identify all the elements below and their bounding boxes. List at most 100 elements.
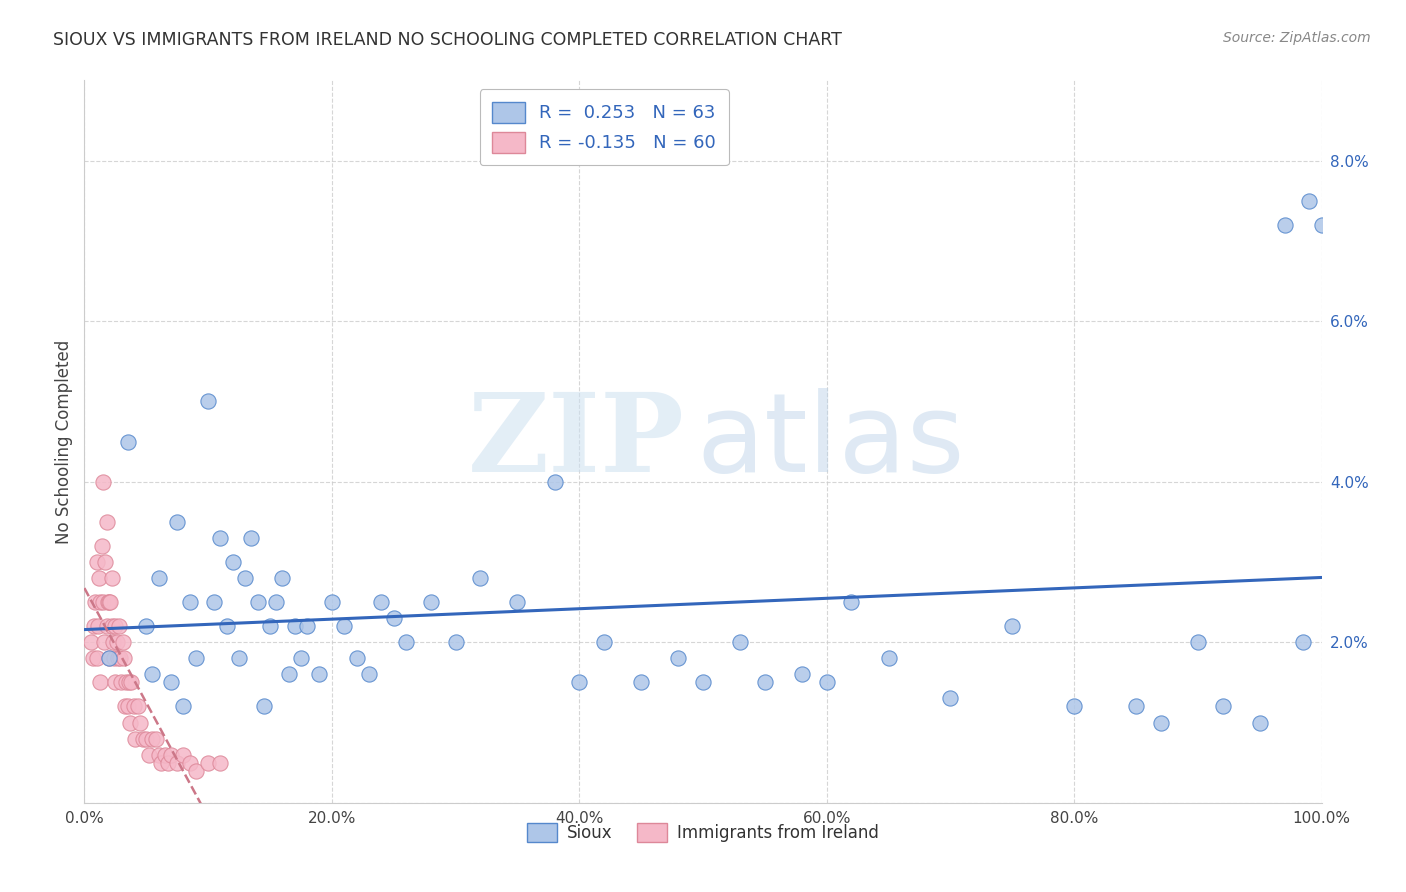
Point [148, 571, 170, 585]
Point [222, 555, 245, 569]
Point [1001, 619, 1024, 633]
Point [1292, 635, 1315, 649]
Point [129, 715, 152, 730]
Point [253, 699, 276, 714]
Point [172, 747, 194, 762]
Point [841, 595, 863, 609]
Point [1274, 218, 1296, 232]
Point [104, 619, 127, 633]
Point [470, 571, 492, 585]
Point [179, 756, 201, 770]
Point [184, 764, 207, 778]
Point [98, 651, 121, 665]
Point [166, 515, 188, 529]
Point [84, 595, 107, 609]
Point [105, 635, 128, 649]
Point [333, 619, 356, 633]
Point [1249, 715, 1271, 730]
Point [89, 595, 111, 609]
Point [160, 675, 183, 690]
Point [111, 635, 134, 649]
Point [346, 651, 368, 665]
Point [131, 731, 153, 746]
Point [754, 675, 776, 690]
Point [1125, 699, 1147, 714]
Point [382, 611, 405, 625]
Point [308, 667, 330, 681]
Point [179, 595, 201, 609]
Point [97, 595, 120, 609]
Point [100, 619, 122, 633]
Point [83, 619, 105, 633]
Point [145, 731, 167, 746]
Point [1063, 699, 1085, 714]
Point [444, 635, 467, 649]
Point [122, 699, 145, 714]
Point [228, 651, 250, 665]
Point [939, 691, 962, 706]
Point [728, 635, 751, 649]
Point [150, 756, 173, 770]
Point [98, 595, 121, 609]
Point [197, 756, 219, 770]
Point [110, 651, 132, 665]
Point [692, 675, 714, 690]
Point [82, 651, 104, 665]
Y-axis label: No Schooling Completed: No Schooling Completed [55, 340, 73, 543]
Point [419, 595, 441, 609]
Point [108, 619, 131, 633]
Text: Source: ZipAtlas.com: Source: ZipAtlas.com [1223, 31, 1371, 45]
Point [100, 571, 122, 585]
Point [209, 531, 232, 545]
Point [93, 635, 115, 649]
Point [209, 756, 232, 770]
Point [96, 515, 118, 529]
Point [110, 675, 132, 690]
Point [91, 475, 114, 489]
Point [96, 619, 118, 633]
Point [197, 394, 219, 409]
Point [141, 667, 163, 681]
Point [666, 651, 689, 665]
Point [202, 595, 225, 609]
Point [593, 635, 616, 649]
Point [1310, 218, 1333, 232]
Point [630, 675, 652, 690]
Point [1212, 699, 1234, 714]
Text: atlas: atlas [697, 388, 966, 495]
Point [284, 619, 307, 633]
Point [104, 675, 127, 690]
Point [1187, 635, 1209, 649]
Point [98, 651, 121, 665]
Point [264, 595, 287, 609]
Point [357, 667, 380, 681]
Point [506, 595, 529, 609]
Point [87, 619, 110, 633]
Point [117, 434, 139, 449]
Point [94, 555, 117, 569]
Point [370, 595, 392, 609]
Text: SIOUX VS IMMIGRANTS FROM IRELAND NO SCHOOLING COMPLETED CORRELATION CHART: SIOUX VS IMMIGRANTS FROM IRELAND NO SCHO… [53, 31, 842, 49]
Point [79, 635, 101, 649]
Point [395, 635, 418, 649]
Point [120, 715, 142, 730]
Point [166, 756, 188, 770]
Point [543, 475, 565, 489]
Point [89, 675, 111, 690]
Point [112, 651, 135, 665]
Point [790, 667, 813, 681]
Point [117, 699, 139, 714]
Point [90, 539, 112, 553]
Point [120, 675, 142, 690]
Legend: Sioux, Immigrants from Ireland: Sioux, Immigrants from Ireland [520, 816, 886, 848]
Point [877, 651, 900, 665]
Point [86, 651, 108, 665]
Point [160, 747, 183, 762]
Point [135, 731, 157, 746]
Point [321, 595, 343, 609]
Point [91, 595, 114, 609]
Point [124, 731, 146, 746]
Point [295, 619, 318, 633]
Point [115, 675, 138, 690]
Point [141, 731, 163, 746]
